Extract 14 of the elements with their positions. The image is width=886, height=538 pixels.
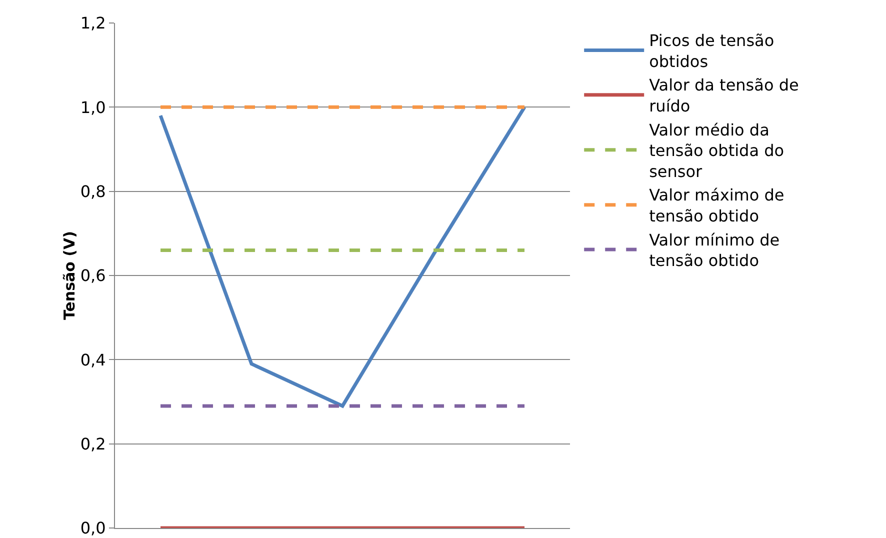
y-tick-label: 0,4 — [80, 350, 106, 370]
y-tick-label: 1,0 — [80, 98, 106, 117]
legend-label: Valor da tensão de ruído — [649, 76, 799, 116]
y-tick-label: 1,2 — [80, 14, 106, 33]
y-tick-label: 0,0 — [80, 518, 106, 538]
legend-label: Valor médio da tensão obtida do sensor — [649, 120, 784, 181]
legend-label: Valor mínimo de tensão obtido — [649, 230, 780, 270]
y-tick-label: 0,6 — [80, 266, 106, 286]
y-tick-label: 0,8 — [80, 182, 106, 201]
legend-label: Valor máximo de tensão obtido — [649, 186, 784, 226]
line-series — [158, 105, 526, 408]
y-tick-label: 0,2 — [80, 434, 106, 454]
legend-label: Picos de tensão obtidos — [649, 31, 774, 71]
y-axis-title: Tensão (V) — [60, 231, 78, 320]
